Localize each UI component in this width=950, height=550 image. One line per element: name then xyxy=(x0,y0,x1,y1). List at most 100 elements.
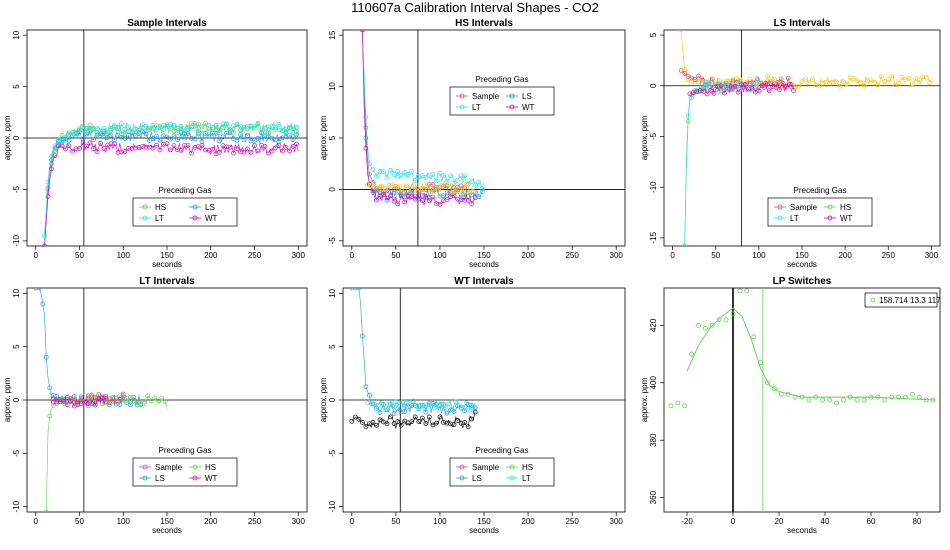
data-point xyxy=(778,76,784,82)
legend-label: WT xyxy=(205,214,218,223)
data-point xyxy=(154,127,159,133)
data-point xyxy=(287,148,292,154)
x-tick-label: 150 xyxy=(160,517,174,526)
data-point xyxy=(701,89,707,94)
legend-label: LT xyxy=(472,103,481,112)
data-point xyxy=(368,401,374,407)
data-point xyxy=(896,394,901,400)
data-point xyxy=(462,420,467,425)
data-point xyxy=(273,137,278,142)
data-point xyxy=(737,288,743,294)
data-point xyxy=(49,154,54,159)
x-tick-label: 0 xyxy=(670,251,675,260)
data-point xyxy=(182,131,187,137)
data-point xyxy=(175,137,180,142)
data-point xyxy=(430,422,436,428)
x-tick-label: 300 xyxy=(610,251,624,260)
data-point xyxy=(196,128,201,134)
data-point xyxy=(381,419,386,425)
data-point xyxy=(400,189,406,195)
data-point xyxy=(749,86,755,91)
data-point xyxy=(375,402,381,408)
data-point xyxy=(189,121,194,126)
data-point xyxy=(465,424,471,429)
data-point xyxy=(377,169,383,174)
x-tick-label: 100 xyxy=(117,251,131,260)
series-line xyxy=(689,81,794,95)
data-point xyxy=(241,126,247,132)
data-point xyxy=(772,76,777,82)
data-point xyxy=(851,76,857,81)
data-point xyxy=(444,197,450,202)
data-point xyxy=(432,188,437,194)
data-point xyxy=(360,333,365,339)
data-point xyxy=(248,123,254,129)
data-point xyxy=(126,146,131,151)
data-point xyxy=(428,401,434,407)
series-line xyxy=(362,30,476,207)
data-point xyxy=(412,178,418,183)
data-point xyxy=(175,147,180,153)
data-point xyxy=(154,133,159,139)
x-tick-label: 0 xyxy=(350,251,355,260)
data-point xyxy=(896,80,901,86)
data-point xyxy=(462,194,467,200)
y-axis-label: approx. ppm xyxy=(640,115,649,160)
data-point xyxy=(245,133,250,138)
data-point xyxy=(854,397,860,403)
y-tick-label: -5 xyxy=(12,449,21,457)
legend-key-marker xyxy=(509,475,515,481)
data-point xyxy=(423,193,429,199)
data-point xyxy=(806,397,812,403)
data-point xyxy=(421,186,427,192)
data-point xyxy=(255,121,261,126)
data-point xyxy=(418,187,423,192)
series-line xyxy=(684,82,742,246)
data-point xyxy=(837,83,843,89)
data-point xyxy=(248,138,254,144)
data-point xyxy=(756,88,762,94)
data-point xyxy=(754,79,760,85)
data-point xyxy=(154,142,159,148)
data-point xyxy=(262,143,268,149)
data-point xyxy=(171,143,177,148)
data-point xyxy=(384,195,390,201)
data-point xyxy=(460,405,466,410)
y-tick-label: -5 xyxy=(12,185,21,193)
data-point xyxy=(129,146,135,151)
data-point xyxy=(382,407,388,413)
panel-1: Sample Intervals 0 50 100 150 200 250 300 -10 -5 0… xyxy=(3,18,308,269)
data-point xyxy=(98,140,103,146)
data-point xyxy=(248,149,254,155)
data-point xyxy=(455,177,460,183)
data-point xyxy=(99,396,105,401)
data-point xyxy=(150,145,156,151)
data-point xyxy=(206,123,212,129)
data-point xyxy=(372,185,378,190)
data-point xyxy=(456,403,462,409)
data-point xyxy=(70,132,75,138)
data-point xyxy=(467,407,473,413)
y-axis-label: approx. ppm xyxy=(3,377,12,422)
data-point xyxy=(885,77,891,83)
x-axis-label: seconds xyxy=(152,526,182,535)
legend-label: HS xyxy=(205,463,216,472)
data-point xyxy=(59,132,65,138)
data-point xyxy=(806,80,812,86)
data-point xyxy=(203,120,208,126)
y-tick-label: 10 xyxy=(12,288,21,297)
data-point xyxy=(110,398,116,404)
data-point xyxy=(185,131,191,136)
data-point xyxy=(425,186,430,191)
data-point xyxy=(391,193,397,199)
data-point xyxy=(175,126,180,131)
data-point xyxy=(694,89,700,94)
data-point xyxy=(397,183,402,189)
data-point xyxy=(402,418,408,424)
y-tick-label: -5 xyxy=(328,237,337,245)
data-point xyxy=(220,121,226,127)
data-point xyxy=(159,395,165,401)
x-tick-label: 100 xyxy=(752,251,766,260)
data-point xyxy=(70,148,75,154)
data-point xyxy=(227,130,233,136)
